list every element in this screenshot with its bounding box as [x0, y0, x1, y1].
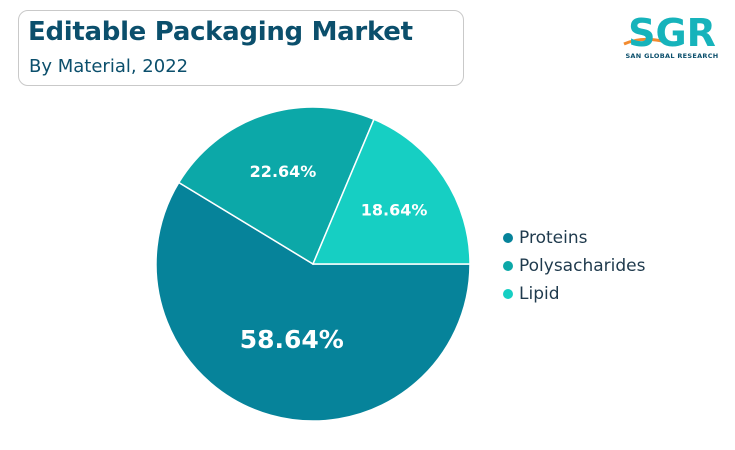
data-label-lipid: 18.64% [361, 201, 428, 220]
data-label-proteins: 58.64% [240, 325, 344, 354]
legend-item-proteins: Proteins [503, 224, 645, 252]
legend-item-lipid: Lipid [503, 280, 645, 308]
data-label-polysacharides: 22.64% [250, 162, 317, 181]
pie-data-labels: 58.64% 22.64% 18.64% [240, 162, 428, 354]
legend-label: Polysacharides [519, 256, 646, 276]
pie-slices [155, 106, 471, 422]
pie-slice-polysacharides [177, 106, 375, 266]
legend-label: Proteins [519, 228, 588, 248]
sgr-logo: SGR SAN GLOBAL RESEARCH [622, 10, 722, 66]
legend-swatch [503, 289, 513, 299]
legend-swatch [503, 233, 513, 243]
legend-label: Lipid [519, 284, 560, 304]
logo-tagline: SAN GLOBAL RESEARCH [625, 52, 719, 60]
chart-subtitle: By Material, 2022 [29, 56, 189, 77]
pie-slice-lipid [311, 118, 471, 265]
chart-title: Editable Packaging Market [28, 17, 413, 47]
logo-text: SGR [628, 11, 716, 54]
pie-slice-proteins [155, 181, 471, 422]
legend-swatch [503, 261, 513, 271]
chart-legend: Proteins Polysacharides Lipid [503, 224, 645, 308]
title-box: Editable Packaging Market By Material, 2… [18, 10, 464, 86]
sgr-logo-mark: SGR [623, 11, 716, 55]
legend-item-polysacharides: Polysacharides [503, 252, 645, 280]
logo-swoosh-icon [623, 37, 667, 46]
